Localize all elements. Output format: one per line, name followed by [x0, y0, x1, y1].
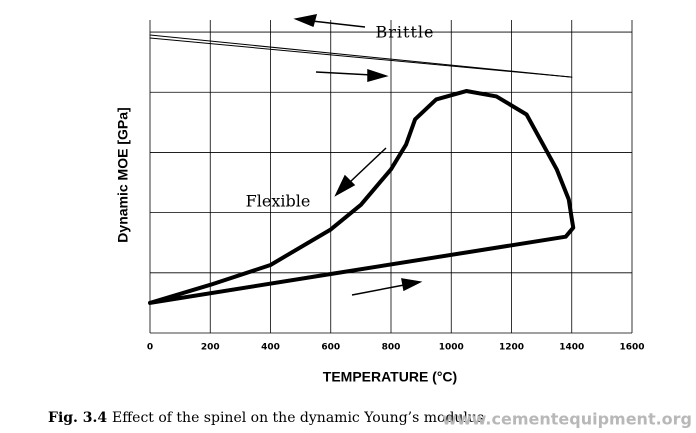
x-tick-label: 1000	[439, 343, 464, 353]
y-axis-label: Dynamic MOE [GPa]	[115, 107, 131, 242]
caption-label: Fig. 3.4	[48, 410, 107, 426]
x-tick-label: 600	[321, 343, 340, 353]
caption: Effect of the spinel on the dynamic Youn…	[112, 410, 484, 426]
x-tick-label: 1400	[559, 343, 584, 353]
x-tick-label: 800	[382, 343, 401, 353]
x-tick-label: 0	[147, 343, 153, 353]
line	[148, 89, 576, 305]
line	[149, 37, 573, 78]
annotation: Flexible	[246, 192, 311, 211]
x-tick-label: 1600	[619, 343, 644, 353]
x-axis-label: TEMPERATURE (°C)	[323, 369, 457, 385]
x-tick-label: 1200	[499, 343, 524, 353]
watermark: www.cementequipment.org	[442, 410, 692, 429]
arrows	[293, 14, 423, 296]
x-tick-label: 200	[201, 343, 220, 353]
x-tick-label: 400	[261, 343, 280, 353]
